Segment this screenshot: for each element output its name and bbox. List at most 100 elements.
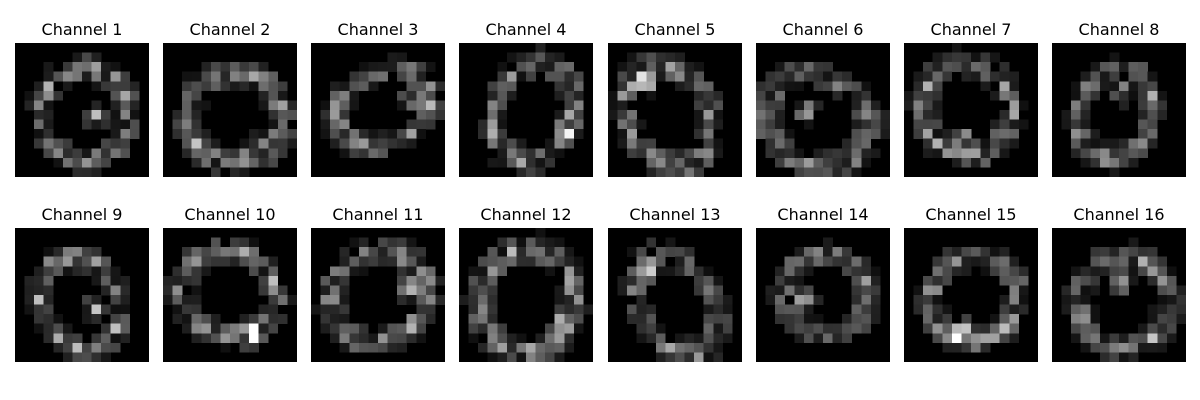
- heatmap-cell: [951, 52, 962, 63]
- heatmap-cell: [554, 119, 565, 130]
- heatmap-cell: [861, 90, 872, 101]
- heatmap-cell: [330, 138, 341, 149]
- heatmap-cell: [110, 110, 121, 120]
- heatmap-cell: [1080, 333, 1091, 344]
- heatmap-cell: [129, 129, 140, 140]
- heatmap-cell: [564, 314, 575, 325]
- heatmap-cell: [784, 129, 795, 140]
- heatmap-cell: [564, 81, 575, 92]
- heatmap-cell: [1109, 256, 1120, 267]
- heatmap-cell: [101, 304, 112, 315]
- heatmap-cell: [1080, 90, 1091, 101]
- heatmap-cell: [277, 110, 288, 120]
- heatmap-cell: [24, 285, 35, 296]
- heatmap-cell: [258, 323, 269, 334]
- heatmap-cell: [1071, 90, 1082, 101]
- heatmap-cell: [320, 110, 331, 120]
- heatmap-cell: [416, 314, 427, 325]
- heatmap-cell: [249, 237, 260, 248]
- heatmap-cell: [861, 119, 872, 130]
- heatmap-cell: [564, 129, 575, 140]
- heatmap-cell: [387, 323, 398, 334]
- heatmap-cell: [330, 304, 341, 315]
- heatmap-cell: [1138, 333, 1149, 344]
- heatmap-cell: [617, 90, 628, 101]
- heatmap-cell: [43, 81, 54, 92]
- heatmap-cell: [554, 314, 565, 325]
- heatmap-cell: [794, 100, 805, 111]
- heatmap-cell: [554, 138, 565, 149]
- channel-title: Channel 11: [332, 205, 424, 224]
- heatmap-cell: [999, 110, 1010, 120]
- heatmap-cell: [535, 228, 546, 238]
- heatmap-cell: [675, 266, 685, 277]
- heatmap-cell: [110, 295, 121, 305]
- heatmap-cell: [378, 148, 388, 159]
- heatmap-cell: [468, 314, 479, 325]
- heatmap-cell: [43, 256, 54, 267]
- heatmap-cell: [43, 314, 54, 325]
- heatmap-cell: [339, 295, 350, 305]
- heatmap-cell: [951, 247, 962, 258]
- heatmap-cell: [703, 266, 714, 277]
- heatmap-cell: [435, 110, 445, 120]
- heatmap-cell: [120, 81, 131, 92]
- heatmap-cell: [851, 314, 862, 325]
- heatmap-cell: [249, 148, 260, 159]
- heatmap-cell: [1009, 71, 1020, 82]
- heatmap-cell: [129, 110, 140, 120]
- heatmap-cell: [268, 285, 279, 296]
- heatmap-cell: [1128, 275, 1139, 286]
- heatmap-cell: [636, 256, 647, 267]
- heatmap-cell: [191, 81, 202, 92]
- heatmap-cell: [506, 138, 517, 149]
- heatmap-cell: [655, 342, 666, 353]
- heatmap-cell: [163, 285, 173, 296]
- channel-feature-map: [459, 43, 593, 177]
- heatmap-cell: [636, 295, 647, 305]
- heatmap-cell: [526, 71, 536, 82]
- heatmap-cell: [722, 304, 733, 315]
- heatmap-cell: [932, 129, 943, 140]
- heatmap-cell: [545, 247, 556, 258]
- heatmap-cell: [675, 52, 685, 63]
- heatmap-cell: [564, 110, 575, 120]
- heatmap-cell: [880, 119, 890, 130]
- heatmap-cell: [646, 275, 657, 286]
- heatmap-cell: [91, 275, 102, 286]
- heatmap-cell: [851, 275, 862, 286]
- heatmap-cell: [942, 275, 953, 286]
- heatmap-cell: [82, 119, 92, 130]
- heatmap-cell: [803, 71, 814, 82]
- heatmap-cell: [703, 100, 714, 111]
- heatmap-cell: [1157, 275, 1168, 286]
- heatmap-cell: [72, 247, 83, 258]
- heatmap-cell: [43, 110, 54, 120]
- heatmap-cell: [990, 129, 1001, 140]
- heatmap-cell: [942, 138, 953, 149]
- heatmap-cell: [545, 266, 556, 277]
- heatmap-cell: [210, 157, 221, 168]
- heatmap-cell: [129, 81, 140, 92]
- heatmap-cell: [1071, 275, 1082, 286]
- heatmap-cell: [608, 100, 618, 111]
- heatmap-cell: [932, 81, 943, 92]
- heatmap-cell: [775, 314, 786, 325]
- heatmap-cell: [694, 352, 705, 362]
- heatmap-cell: [1099, 342, 1110, 353]
- heatmap-cell: [803, 157, 814, 168]
- heatmap-cell: [101, 333, 112, 344]
- heatmap-cell: [794, 110, 805, 120]
- heatmap-cell: [636, 323, 647, 334]
- heatmap-cell: [842, 323, 853, 334]
- heatmap-cell: [406, 314, 417, 325]
- heatmap-cell: [775, 285, 786, 296]
- heatmap-cell: [129, 90, 140, 101]
- heatmap-cell: [554, 71, 565, 82]
- heatmap-cell: [703, 81, 714, 92]
- heatmap-cell: [478, 256, 489, 267]
- heatmap-cell: [971, 333, 981, 344]
- heatmap-cell: [535, 167, 546, 177]
- heatmap-cell: [1009, 256, 1020, 267]
- heatmap-cell: [870, 119, 881, 130]
